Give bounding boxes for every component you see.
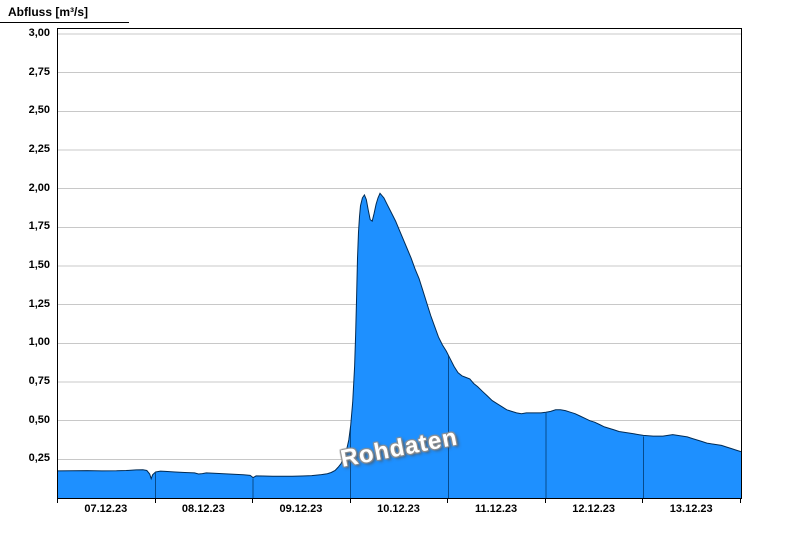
x-axis-label: 13.12.23 (669, 503, 713, 515)
y-axis-label: 1,75 (28, 220, 50, 233)
y-axis-label: 1,25 (28, 297, 50, 310)
x-axis-label: 08.12.23 (181, 503, 225, 515)
x-axis-label: 09.12.23 (279, 503, 323, 515)
y-axis-label: 2,75 (28, 65, 50, 78)
x-axis-label: 10.12.23 (377, 503, 420, 515)
x-axis-tick (544, 499, 546, 503)
plot-area (57, 28, 742, 499)
x-axis-tick (447, 499, 449, 503)
x-axis-tick (154, 499, 156, 503)
area-fill (58, 193, 741, 498)
x-axis-tick (740, 499, 741, 503)
x-axis-label: 07.12.23 (84, 503, 128, 515)
title-underline (0, 22, 129, 23)
y-axis-label: 2,50 (28, 104, 50, 117)
discharge-area-chart (58, 33, 741, 498)
y-axis-label: 0,25 (28, 452, 50, 465)
chart-title: Abfluss [m³/s] (8, 5, 89, 19)
x-axis-label: 11.12.23 (474, 503, 518, 515)
y-axis-label: 2,25 (28, 143, 50, 155)
y-axis-label: 0,75 (28, 375, 50, 387)
x-axis-tick (349, 499, 351, 503)
y-axis-label: 1,50 (28, 259, 50, 271)
x-axis-tick (642, 499, 644, 503)
y-axis-label: 2,00 (28, 181, 50, 194)
x-axis-tick (57, 499, 58, 503)
y-axis-label: 1,00 (28, 336, 50, 349)
y-axis-label: 0,50 (28, 413, 50, 426)
y-axis-label: 3,00 (28, 27, 50, 39)
x-axis-tick (252, 499, 254, 503)
x-axis-label: 12.12.23 (572, 503, 616, 515)
area-outline (58, 192, 741, 481)
